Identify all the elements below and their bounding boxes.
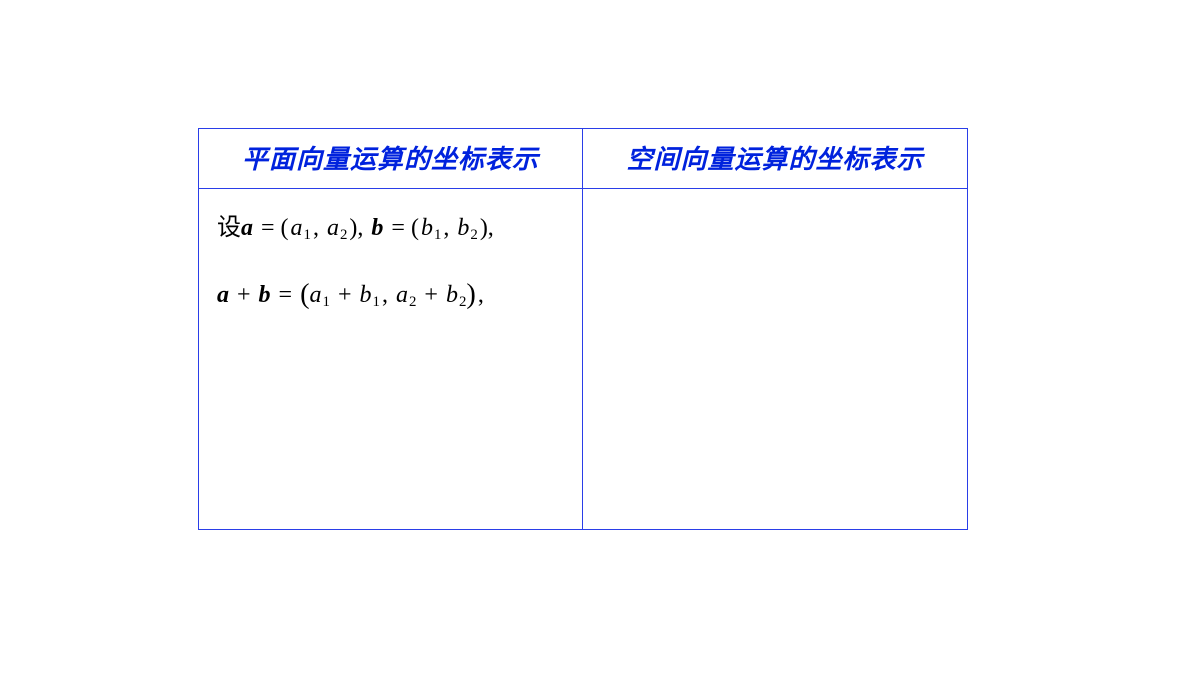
- table-body-row: 设a = (a1, a2), b = (b1, b2), a + b = (a1…: [199, 189, 967, 529]
- cell-space-content: [583, 189, 967, 529]
- formula-1-math: a = (a1, a2), b = (b1, b2),: [241, 215, 496, 241]
- cell-plane-content: 设a = (a1, a2), b = (b1, b2), a + b = (a1…: [199, 189, 583, 529]
- header-space-vectors: 空间向量运算的坐标表示: [583, 129, 967, 188]
- comparison-table: 平面向量运算的坐标表示 空间向量运算的坐标表示 设a = (a1, a2), b…: [198, 128, 968, 530]
- prefix-text: 设: [217, 215, 241, 241]
- formula-definition: 设a = (a1, a2), b = (b1, b2),: [217, 207, 568, 244]
- table-header-row: 平面向量运算的坐标表示 空间向量运算的坐标表示: [199, 129, 967, 189]
- formula-2-math: a + b = (a1 + b1, a2 + b2),: [217, 282, 486, 308]
- formula-addition: a + b = (a1 + b1, a2 + b2),: [217, 278, 568, 311]
- header-plane-vectors: 平面向量运算的坐标表示: [199, 129, 583, 188]
